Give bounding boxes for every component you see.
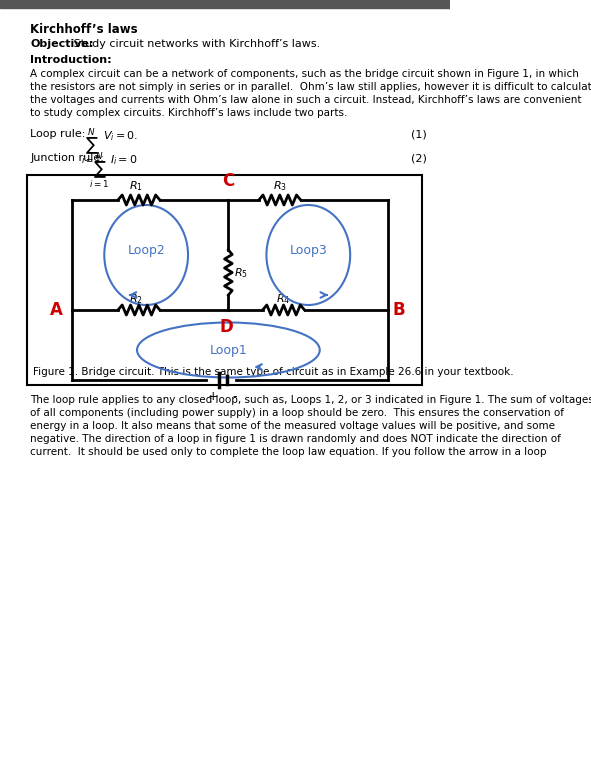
Text: Figure 1. Bridge circuit. This is the same type of circuit as in Example 26.6 in: Figure 1. Bridge circuit. This is the sa… xyxy=(33,367,514,377)
Text: Study circuit networks with Kirchhoff’s laws.: Study circuit networks with Kirchhoff’s … xyxy=(70,39,320,49)
Text: Loop rule:: Loop rule: xyxy=(31,129,93,139)
Text: $R_1$: $R_1$ xyxy=(128,179,142,193)
Text: to study complex circuits. Kirchhoff’s laws include two parts.: to study complex circuits. Kirchhoff’s l… xyxy=(31,108,348,118)
Text: the resistors are not simply in series or in parallel.  Ohm’s law still applies,: the resistors are not simply in series o… xyxy=(31,82,591,92)
Text: C: C xyxy=(222,172,235,190)
Text: $I_i = 0$: $I_i = 0$ xyxy=(111,153,138,167)
Text: $\sum_{i=1}^{N}$: $\sum_{i=1}^{N}$ xyxy=(82,127,102,168)
Text: $V_i = 0$.: $V_i = 0$. xyxy=(103,129,138,143)
Text: negative. The direction of a loop in figure 1 is drawn randomly and does NOT ind: negative. The direction of a loop in fig… xyxy=(31,434,561,444)
Text: -: - xyxy=(232,390,237,403)
Text: The loop rule applies to any closed loop, such as, Loops 1, 2, or 3 indicated in: The loop rule applies to any closed loop… xyxy=(31,395,591,405)
Text: energy in a loop. It also means that some of the measured voltage values will be: energy in a loop. It also means that som… xyxy=(31,421,556,431)
Text: B: B xyxy=(392,301,405,319)
Text: Objective:: Objective: xyxy=(31,39,94,49)
Text: Loop3: Loop3 xyxy=(290,243,327,256)
Text: Loop2: Loop2 xyxy=(127,243,165,256)
Text: current.  It should be used only to complete the loop law equation. If you follo: current. It should be used only to compl… xyxy=(31,447,547,457)
Text: of all components (including power supply) in a loop should be zero.  This ensur: of all components (including power suppl… xyxy=(31,408,564,418)
Text: Junction rule:: Junction rule: xyxy=(31,153,111,163)
Text: $R_4$: $R_4$ xyxy=(276,292,290,306)
Text: $R_3$: $R_3$ xyxy=(273,179,287,193)
Bar xyxy=(27,175,423,385)
Text: A: A xyxy=(50,301,63,319)
Text: Introduction:: Introduction: xyxy=(31,55,112,65)
Text: (1): (1) xyxy=(411,129,427,139)
Bar xyxy=(0,0,450,8)
Text: $R_5$: $R_5$ xyxy=(235,266,248,280)
Text: (2): (2) xyxy=(411,153,427,163)
Text: the voltages and currents with Ohm’s law alone in such a circuit. Instead, Kirch: the voltages and currents with Ohm’s law… xyxy=(31,95,582,105)
Text: $R_2$: $R_2$ xyxy=(129,292,142,306)
Text: Kirchhoff’s laws: Kirchhoff’s laws xyxy=(31,23,138,36)
Text: Loop1: Loop1 xyxy=(209,343,247,356)
Text: A complex circuit can be a network of components, such as the bridge circuit sho: A complex circuit can be a network of co… xyxy=(31,69,579,79)
Text: $\sum_{i=1}^{N}$: $\sum_{i=1}^{N}$ xyxy=(89,151,109,191)
Text: +: + xyxy=(208,390,219,403)
Text: D: D xyxy=(220,318,233,336)
